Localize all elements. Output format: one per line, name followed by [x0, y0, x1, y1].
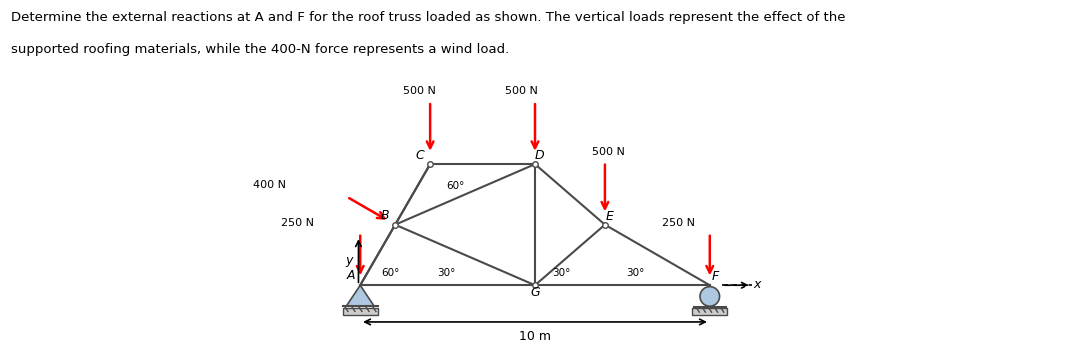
Polygon shape	[347, 285, 374, 306]
Text: 250 N: 250 N	[662, 217, 694, 227]
Text: B: B	[380, 209, 389, 222]
Text: 10 m: 10 m	[519, 330, 551, 343]
Text: E: E	[606, 210, 613, 223]
Text: supported roofing materials, while the 400-N force represents a wind load.: supported roofing materials, while the 4…	[11, 43, 509, 56]
Text: x: x	[753, 278, 761, 291]
Text: y: y	[346, 254, 352, 267]
Text: 500 N: 500 N	[403, 86, 437, 96]
Text: 250 N: 250 N	[280, 217, 314, 227]
Bar	[342, 308, 378, 315]
Text: 30°: 30°	[438, 267, 456, 277]
Text: C: C	[416, 149, 425, 162]
Text: 400 N: 400 N	[254, 180, 287, 190]
Text: 30°: 30°	[626, 267, 644, 277]
Circle shape	[700, 287, 719, 306]
Text: D: D	[534, 149, 544, 162]
Text: Determine the external reactions at A and F for the roof truss loaded as shown. : Determine the external reactions at A an…	[11, 11, 845, 24]
Text: F: F	[712, 271, 719, 283]
Text: 500 N: 500 N	[592, 146, 625, 156]
Text: G: G	[531, 286, 539, 298]
Text: 60°: 60°	[446, 181, 464, 191]
Text: 30°: 30°	[552, 267, 571, 277]
Text: A: A	[347, 270, 354, 282]
Text: 60°: 60°	[381, 267, 399, 277]
Bar	[692, 308, 728, 315]
Text: 500 N: 500 N	[505, 86, 537, 96]
